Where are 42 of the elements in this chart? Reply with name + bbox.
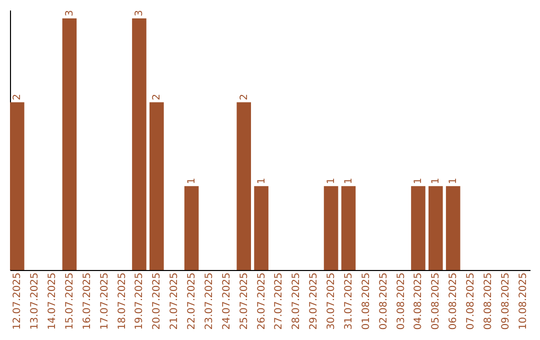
x-tick-label: 02.08.2025: [378, 272, 390, 330]
x-tick-label: 19.07.2025: [134, 272, 146, 330]
data-label: 1: [430, 178, 442, 184]
data-label: 2: [152, 94, 163, 100]
x-tick-label: 25.07.2025: [238, 272, 250, 330]
x-tick-label: 18.07.2025: [116, 272, 128, 330]
data-label: 1: [186, 178, 198, 184]
data-label: 1: [343, 178, 354, 184]
x-tick-label: 07.08.2025: [466, 272, 477, 330]
x-tick-label: 21.07.2025: [169, 272, 180, 330]
data-label: 1: [448, 178, 460, 184]
data-label: 3: [134, 10, 146, 16]
x-tick-label: 03.08.2025: [396, 272, 407, 330]
data-label: 1: [326, 178, 338, 184]
data-label: 2: [238, 94, 250, 100]
x-tick-label: 15.07.2025: [64, 272, 76, 330]
data-label: 1: [256, 178, 268, 184]
data-label: 1: [413, 178, 424, 184]
x-tick-label: 20.07.2025: [152, 272, 163, 330]
x-tick-label: 14.07.2025: [47, 272, 58, 330]
x-tick-label: 23.07.2025: [204, 272, 215, 330]
x-tick-label: 12.07.2025: [12, 272, 24, 330]
x-tick-label: 08.08.2025: [482, 272, 494, 330]
x-tick-label: 31.07.2025: [343, 272, 354, 330]
x-tick-label: 06.08.2025: [448, 272, 460, 330]
data-label: 2: [12, 94, 24, 100]
x-tick-label: 04.08.2025: [413, 272, 424, 330]
x-tick-label: 10.08.2025: [518, 272, 529, 330]
x-tick-label: 24.07.2025: [221, 272, 232, 330]
x-tick-label: 09.08.2025: [500, 272, 512, 330]
x-tick-label: 13.07.2025: [30, 272, 41, 330]
x-tick-label: 22.07.2025: [186, 272, 198, 330]
x-tick-label: 29.07.2025: [308, 272, 320, 330]
data-label: 3: [64, 10, 76, 16]
x-tick-label: 16.07.2025: [82, 272, 93, 330]
x-tick-label: 28.07.2025: [291, 272, 302, 330]
x-tick-label: 27.07.2025: [274, 272, 285, 330]
x-tick-label: 01.08.2025: [360, 272, 372, 330]
x-tick-label: 17.07.2025: [99, 272, 110, 330]
x-tick-label: 26.07.2025: [256, 272, 268, 330]
x-tick-label: 30.07.2025: [326, 272, 338, 330]
x-tick-label: 05.08.2025: [430, 272, 442, 330]
